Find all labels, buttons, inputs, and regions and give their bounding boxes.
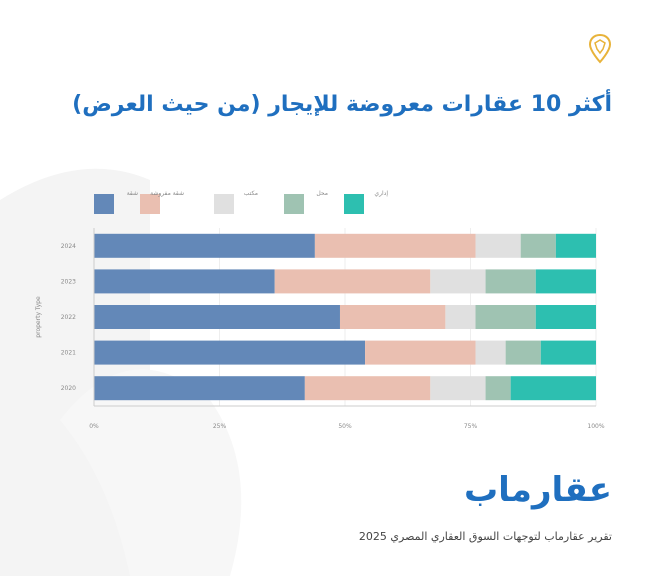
legend-item-shop: محل [284, 190, 384, 216]
bar-segment-2021-series-4 [540, 340, 596, 365]
legend-label-office: مكتب [243, 190, 258, 197]
bar-segment-2021-series-1 [365, 340, 476, 365]
bar-segment-2022-series-4 [535, 305, 596, 329]
bar-segment-2020-series-4 [510, 376, 596, 401]
x-tick-label: 75% [464, 423, 478, 430]
x-tick-label: 50% [338, 423, 352, 430]
bar-segment-2020-series-2 [430, 376, 486, 401]
legend-swatch-office [214, 194, 234, 214]
bar-segment-2023-series-0 [94, 269, 275, 294]
legend-label-furnished-apartment: شقة مفروشة [150, 190, 184, 197]
bar-segment-2023-series-1 [274, 269, 431, 294]
bar-segment-2022-series-3 [475, 305, 536, 329]
chart-legend: شقة شقة مفروشة مكتب محل إداري [94, 190, 594, 216]
page-title: أكثر 10 عقارات معروضة للإيجار (من حيث ال… [72, 92, 612, 117]
bar-segment-2022-series-0 [94, 305, 340, 329]
report-subtitle: تقرير عقارماب لتوجهات السوق العقاري المص… [358, 530, 612, 543]
bar-segment-2023-series-2 [430, 269, 486, 294]
bar-segment-2024-series-4 [555, 233, 596, 258]
map-pin-icon [588, 34, 612, 64]
legend-label-apartment: شقة [126, 190, 138, 197]
bar-segment-2024-series-2 [475, 233, 521, 258]
bar-segment-2022-series-2 [445, 305, 476, 329]
x-tick-label: 0% [89, 423, 99, 430]
bar-segment-2024-series-1 [314, 233, 476, 258]
x-tick-label: 100% [587, 423, 604, 430]
bar-segment-2020-series-3 [485, 376, 511, 401]
bar-segment-2021-series-0 [94, 340, 366, 365]
legend-swatch-furnished-apartment [140, 194, 160, 214]
bar-segment-2020-series-1 [304, 376, 431, 401]
bar-segment-2024-series-3 [520, 233, 556, 258]
legend-item-furnished-apartment: شقة مفروشة [140, 190, 240, 216]
y-tick-label: 2023 [61, 278, 76, 285]
bar-segment-2021-series-2 [475, 340, 506, 365]
brand-wordmark: عقارماب [463, 470, 612, 510]
x-tick-label: 25% [213, 423, 227, 430]
bar-segment-2020-series-0 [94, 376, 305, 401]
legend-item-apartment: شقة [94, 190, 194, 216]
bar-segment-2021-series-3 [505, 340, 541, 365]
legend-item-office: مكتب [214, 190, 314, 216]
legend-label-shop: محل [316, 190, 328, 197]
legend-label-administrative: إداري [374, 190, 388, 197]
legend-item-administrative: إداري [344, 190, 444, 216]
y-tick-label: 2021 [61, 350, 76, 357]
y-axis-title: property Type [35, 296, 42, 338]
y-tick-label: 2020 [61, 385, 76, 392]
y-tick-label: 2024 [61, 243, 76, 250]
bar-segment-2022-series-1 [339, 305, 446, 329]
legend-swatch-administrative [344, 194, 364, 214]
bar-segment-2024-series-0 [94, 233, 315, 258]
legend-swatch-shop [284, 194, 304, 214]
bar-segment-2023-series-3 [485, 269, 536, 294]
y-tick-label: 2022 [61, 314, 76, 321]
legend-swatch-apartment [94, 194, 114, 214]
bar-segment-2023-series-4 [535, 269, 596, 294]
